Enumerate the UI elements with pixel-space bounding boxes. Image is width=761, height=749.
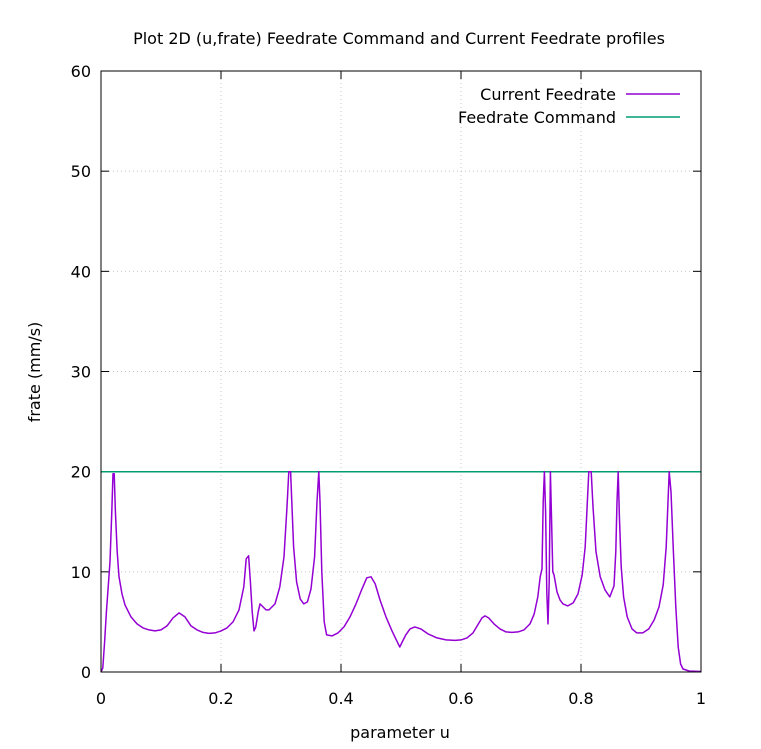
legend-label: Current Feedrate [480, 85, 616, 104]
x-tick-label: 0 [96, 689, 106, 708]
chart-title: Plot 2D (u,frate) Feedrate Command and C… [133, 29, 665, 48]
legend-label: Feedrate Command [458, 108, 616, 127]
y-tick-label: 0 [81, 663, 91, 682]
y-tick-label: 50 [71, 162, 91, 181]
plot-frame [100, 70, 702, 673]
x-tick-label: 0.4 [328, 689, 353, 708]
x-tick-label: 0.8 [568, 689, 593, 708]
y-tick-label: 60 [71, 62, 91, 81]
y-tick-label: 10 [71, 563, 91, 582]
legend: Current Feedrate Feedrate Command [458, 85, 680, 127]
x-tick-label: 0.2 [208, 689, 233, 708]
x-axis: 0 0.2 0.4 0.6 0.8 1 [96, 71, 706, 708]
x-tick-label: 0.6 [448, 689, 473, 708]
series-line-current-feedrate [100, 470, 702, 673]
plot-lines [100, 470, 702, 673]
y-tick-label: 40 [71, 262, 91, 281]
x-axis-label: parameter u [350, 723, 450, 742]
y-tick-label: 30 [71, 363, 91, 382]
y-tick-label: 20 [71, 463, 91, 482]
y-axis-label: frate (mm/s) [25, 322, 44, 423]
x-tick-label: 1 [696, 689, 706, 708]
grid [101, 71, 701, 672]
